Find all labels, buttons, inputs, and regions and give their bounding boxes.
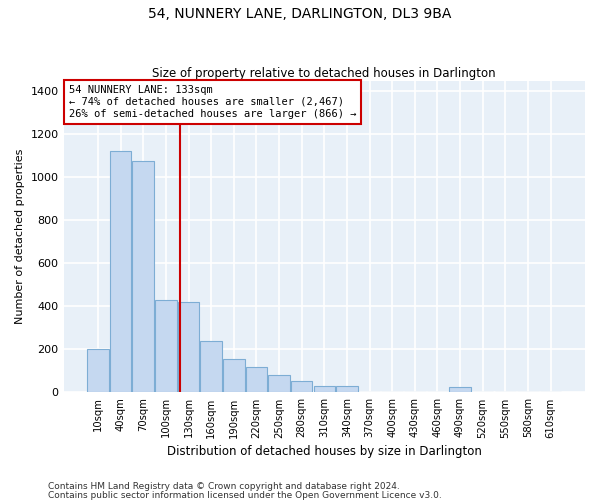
Bar <box>291 380 313 392</box>
Bar <box>110 150 131 392</box>
Bar <box>268 375 290 392</box>
Text: Contains public sector information licensed under the Open Government Licence v3: Contains public sector information licen… <box>48 490 442 500</box>
X-axis label: Distribution of detached houses by size in Darlington: Distribution of detached houses by size … <box>167 444 482 458</box>
Title: Size of property relative to detached houses in Darlington: Size of property relative to detached ho… <box>152 66 496 80</box>
Bar <box>87 350 109 393</box>
Text: 54 NUNNERY LANE: 133sqm
← 74% of detached houses are smaller (2,467)
26% of semi: 54 NUNNERY LANE: 133sqm ← 74% of detache… <box>69 86 356 118</box>
Bar <box>155 300 176 392</box>
Bar <box>178 302 199 392</box>
Bar <box>336 386 358 392</box>
Bar <box>449 387 471 392</box>
Y-axis label: Number of detached properties: Number of detached properties <box>15 149 25 324</box>
Bar <box>200 341 222 392</box>
Text: 54, NUNNERY LANE, DARLINGTON, DL3 9BA: 54, NUNNERY LANE, DARLINGTON, DL3 9BA <box>148 8 452 22</box>
Bar <box>133 162 154 392</box>
Bar <box>223 359 245 392</box>
Text: Contains HM Land Registry data © Crown copyright and database right 2024.: Contains HM Land Registry data © Crown c… <box>48 482 400 491</box>
Bar <box>314 386 335 392</box>
Bar <box>245 366 267 392</box>
